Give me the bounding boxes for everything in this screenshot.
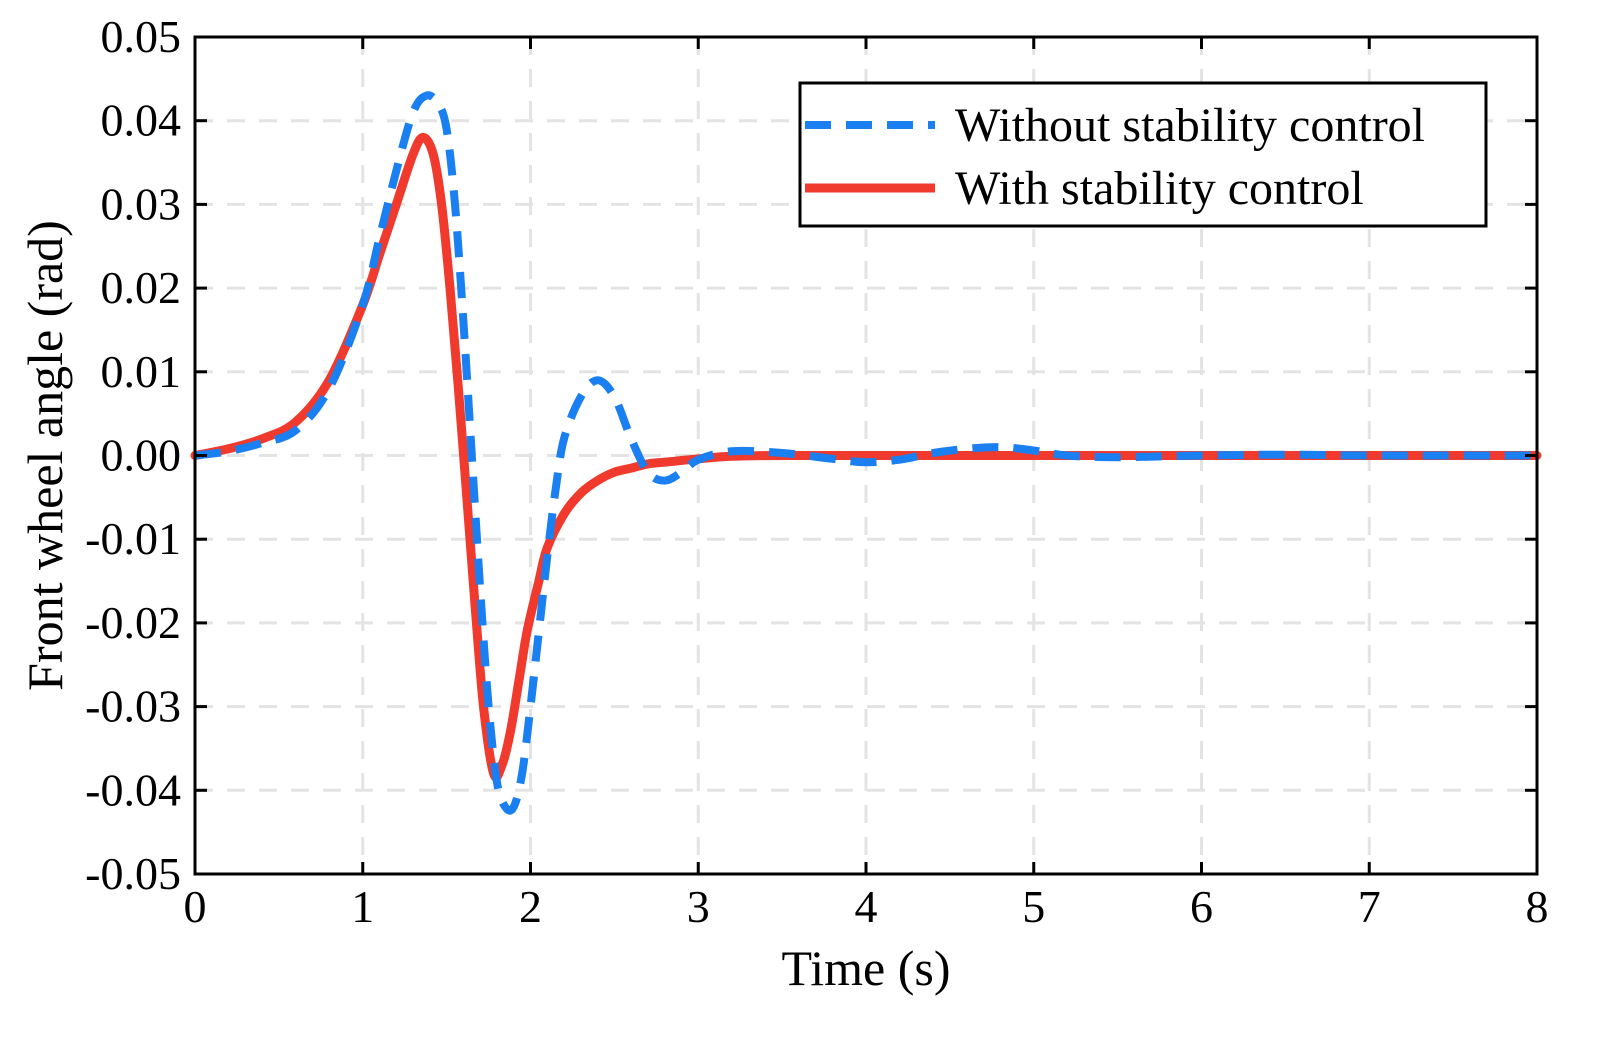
- axis-ticks: [193, 35, 1539, 876]
- x-tick-label: 7: [1358, 881, 1381, 932]
- y-tick-label: 0.02: [101, 262, 182, 313]
- x-tick-label: 4: [855, 881, 878, 932]
- y-tick-label: 0.01: [101, 346, 182, 397]
- y-axis-title: Front wheel angle (rad): [17, 220, 73, 691]
- x-tick-label: 0: [184, 881, 207, 932]
- x-tick-label: 3: [687, 881, 710, 932]
- y-tick-label: 0.00: [101, 430, 182, 481]
- series-without-stability-control: [194, 91, 1537, 815]
- legend-label-without-control: Without stability control: [955, 99, 1425, 152]
- x-axis-title: Time (s): [781, 940, 950, 996]
- x-tick-label: 5: [1022, 881, 1045, 932]
- legend-label-with-control: With stability control: [955, 162, 1364, 215]
- y-tick-label: -0.01: [85, 513, 181, 564]
- y-tick-label: 0.04: [101, 95, 182, 146]
- y-tick-label: -0.02: [85, 597, 181, 648]
- x-tick-label: 1: [351, 881, 374, 932]
- y-tick-label: 0.03: [101, 178, 182, 229]
- y-tick-label: 0.05: [101, 11, 182, 62]
- legend: Without stability control With stability…: [798, 81, 1488, 228]
- y-tick-label: -0.05: [85, 848, 181, 899]
- x-tick-label: 2: [519, 881, 542, 932]
- x-tick-label: 6: [1190, 881, 1213, 932]
- y-tick-label: -0.04: [85, 764, 181, 815]
- tick-labels: 0 1 2 3 4 5 6 7 8 0.05 0.04 0.03 0.02 0.01 0.00 -0.01 -0…: [85, 11, 1548, 932]
- series-layer: [190, 91, 1542, 815]
- legend-box: [798, 81, 1488, 228]
- y-tick-label: -0.03: [85, 681, 181, 732]
- x-tick-label: 8: [1526, 881, 1549, 932]
